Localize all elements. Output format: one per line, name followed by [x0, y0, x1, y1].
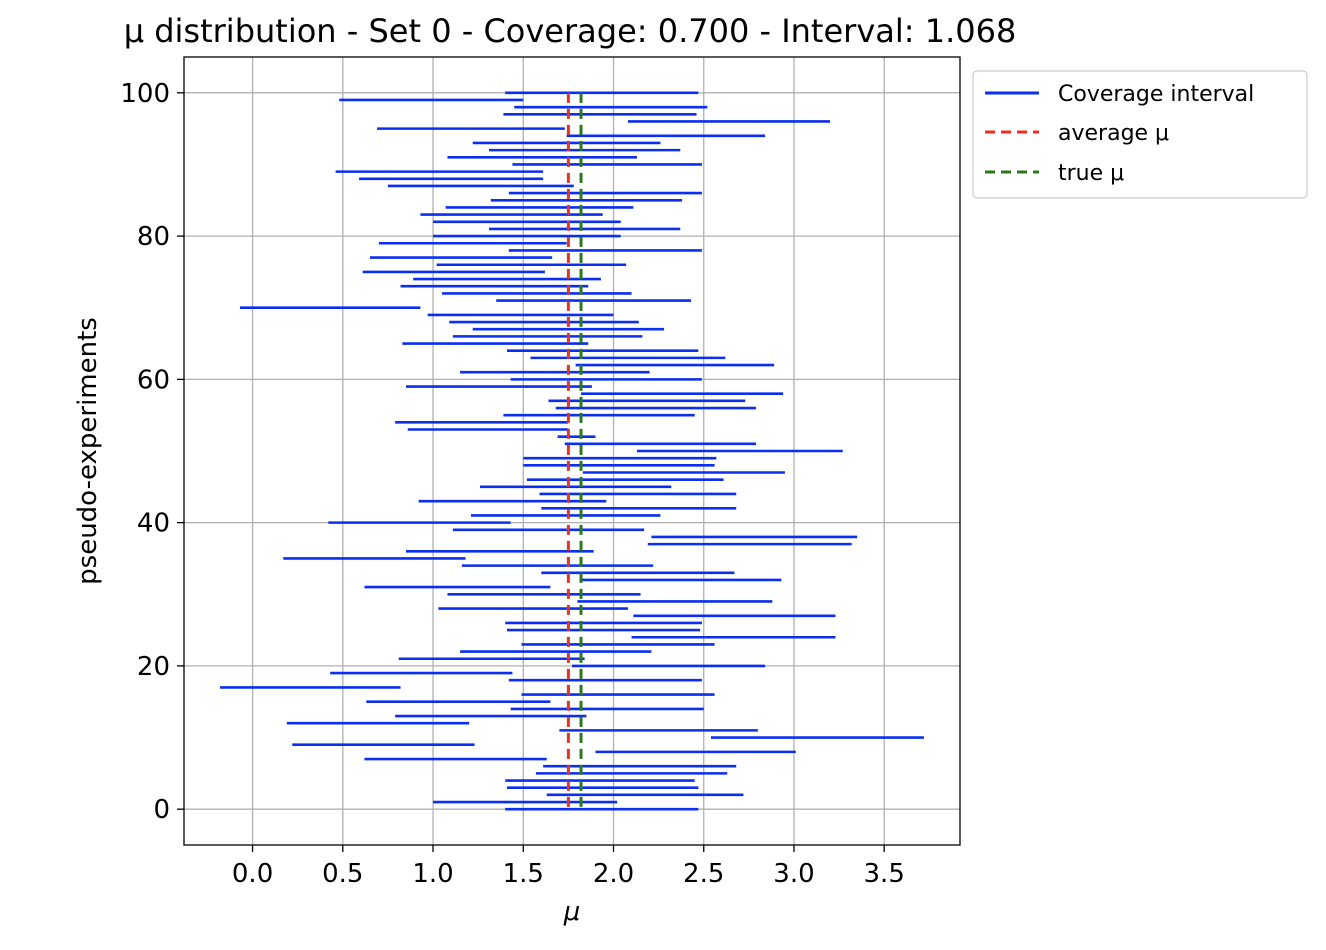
- chart-title: μ distribution - Set 0 - Coverage: 0.700…: [124, 12, 1017, 50]
- x-tick-label: 0.0: [232, 859, 273, 889]
- y-tick-label: 80: [137, 222, 170, 252]
- x-tick-label: 3.5: [864, 859, 905, 889]
- y-tick-label: 100: [120, 79, 170, 109]
- y-axis-label: pseudo-experiments: [73, 317, 103, 585]
- y-tick-label: 60: [137, 365, 170, 395]
- y-tick-label: 0: [153, 795, 170, 825]
- legend-label-average: average μ: [1058, 121, 1169, 146]
- x-tick-label: 1.0: [412, 859, 453, 889]
- x-tick-label: 1.5: [503, 859, 544, 889]
- plot-frame: [183, 56, 961, 846]
- interval-series: [220, 91, 924, 811]
- y-tick-label: 40: [137, 509, 170, 539]
- y-axis-ticks: 0 20 40 60 80 100: [120, 79, 184, 825]
- x-axis-label: μ: [563, 897, 581, 927]
- x-tick-label: 2.5: [683, 859, 724, 889]
- legend: Coverage interval average μ true μ: [972, 70, 1308, 199]
- legend-box: [972, 70, 1308, 199]
- x-tick-label: 3.0: [773, 859, 814, 889]
- x-tick-label: 2.0: [593, 859, 634, 889]
- legend-label-coverage: Coverage interval: [1058, 82, 1254, 107]
- legend-label-true: true μ: [1058, 161, 1124, 186]
- reference-lines: [566, 92, 583, 810]
- y-tick-label: 20: [137, 652, 170, 682]
- grid: [184, 57, 960, 845]
- x-tick-label: 0.5: [322, 859, 363, 889]
- x-axis-ticks: 0.0 0.5 1.0 1.5 2.0 2.5 3.0 3.5: [232, 845, 905, 889]
